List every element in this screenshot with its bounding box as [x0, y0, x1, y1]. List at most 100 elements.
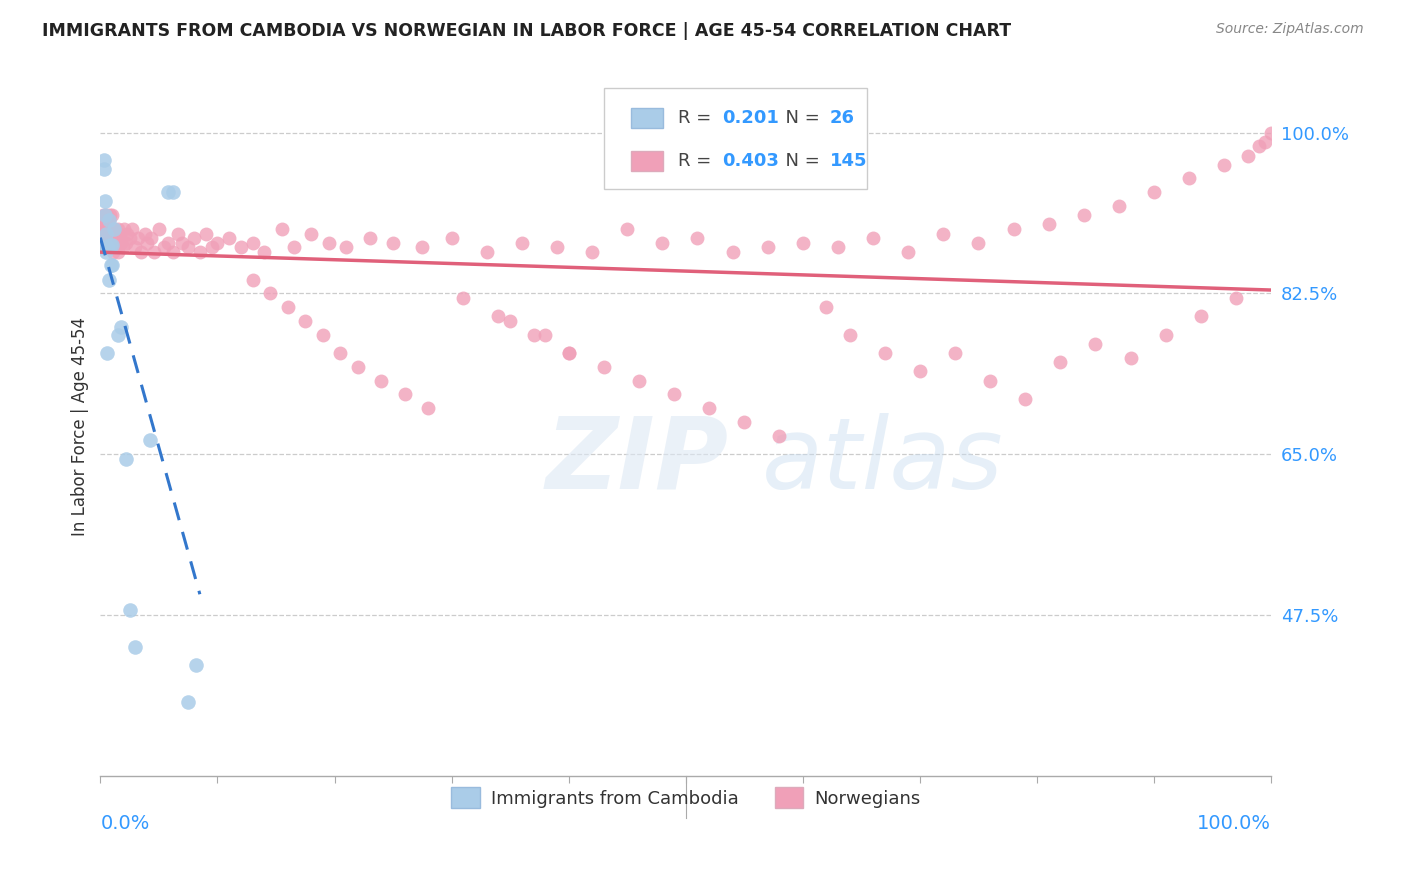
Point: [107, 327, 129, 342]
Point: [108, 227, 131, 241]
Point: [207, 235, 229, 250]
Point: [131, 244, 153, 259]
Point: [1108, 199, 1130, 213]
Point: [1154, 327, 1177, 342]
Point: [121, 222, 143, 236]
Point: [1002, 222, 1025, 236]
Point: [90, 240, 112, 254]
Y-axis label: In Labor Force | Age 45-54: In Labor Force | Age 45-54: [72, 317, 89, 536]
Point: [370, 374, 392, 388]
Point: [94, 235, 117, 250]
Text: 0.201: 0.201: [723, 109, 779, 127]
Point: [157, 186, 180, 200]
Point: [815, 300, 838, 314]
Point: [97, 212, 120, 227]
Point: [104, 227, 127, 241]
Point: [117, 227, 139, 241]
Point: [124, 640, 146, 654]
Point: [91, 235, 114, 250]
Point: [259, 286, 281, 301]
Point: [943, 346, 966, 360]
Point: [101, 208, 124, 222]
Point: [1014, 392, 1036, 406]
Text: Source: ZipAtlas.com: Source: ZipAtlas.com: [1216, 22, 1364, 37]
Point: [908, 364, 931, 378]
Point: [166, 227, 188, 241]
Point: [110, 235, 132, 250]
Point: [115, 451, 138, 466]
Point: [90, 218, 112, 232]
Point: [91, 208, 114, 222]
Point: [96, 235, 118, 250]
Point: [335, 240, 357, 254]
Point: [475, 244, 498, 259]
Point: [112, 222, 135, 236]
Point: [101, 258, 124, 272]
Point: [229, 240, 252, 254]
Point: [242, 272, 264, 286]
Point: [94, 208, 117, 222]
Point: [1178, 171, 1201, 186]
Point: [93, 218, 115, 232]
Point: [534, 327, 557, 342]
Point: [138, 434, 160, 448]
Point: [242, 235, 264, 250]
Point: [1119, 351, 1142, 365]
Point: [93, 240, 115, 254]
Point: [768, 428, 790, 442]
Text: 0.403: 0.403: [723, 153, 779, 170]
Point: [418, 401, 440, 416]
Point: [136, 235, 159, 250]
Point: [97, 212, 120, 227]
Point: [318, 235, 340, 250]
FancyBboxPatch shape: [631, 108, 664, 128]
Point: [186, 658, 208, 673]
Point: [486, 310, 509, 324]
Point: [94, 240, 117, 254]
Point: [897, 244, 920, 259]
Point: [110, 231, 132, 245]
Point: [152, 240, 174, 254]
Point: [499, 314, 522, 328]
Point: [200, 240, 222, 254]
Point: [382, 235, 405, 250]
Point: [733, 415, 755, 429]
Point: [105, 235, 128, 250]
Point: [98, 222, 121, 236]
Point: [100, 240, 122, 254]
Text: 100.0%: 100.0%: [1197, 814, 1271, 833]
Point: [453, 291, 475, 305]
Point: [96, 346, 118, 360]
Point: [96, 222, 118, 236]
Point: [100, 222, 122, 236]
Point: [557, 346, 579, 360]
Point: [177, 240, 200, 254]
Point: [299, 227, 322, 241]
Point: [103, 222, 125, 236]
Point: [183, 231, 205, 245]
Text: 145: 145: [830, 153, 868, 170]
Point: [96, 235, 118, 250]
Point: [118, 603, 141, 617]
Point: [1254, 135, 1277, 149]
Point: [94, 208, 117, 222]
Point: [103, 235, 125, 250]
Point: [662, 387, 685, 401]
Point: [1225, 291, 1247, 305]
Point: [294, 314, 316, 328]
Point: [283, 240, 305, 254]
Text: 0.0%: 0.0%: [100, 814, 149, 833]
Point: [1260, 126, 1282, 140]
FancyBboxPatch shape: [603, 88, 868, 189]
Point: [627, 374, 650, 388]
Point: [97, 222, 120, 236]
Point: [115, 235, 138, 250]
Point: [873, 346, 896, 360]
Point: [932, 227, 955, 241]
Point: [979, 374, 1001, 388]
Point: [103, 244, 125, 259]
Point: [96, 240, 118, 254]
Point: [1084, 336, 1107, 351]
Point: [1073, 208, 1095, 222]
Point: [270, 222, 292, 236]
